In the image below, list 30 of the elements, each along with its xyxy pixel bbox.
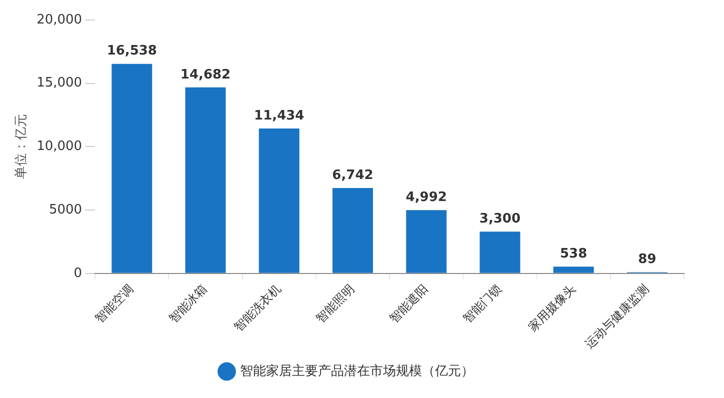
bar [553,266,594,273]
data-label: 16,538 [106,44,157,59]
bar [480,232,520,273]
data-label: 3,300 [479,211,521,226]
y-tick-label: 5000 [48,202,82,218]
x-tick-label: 运动与健康监测 [582,282,652,352]
data-label: 11,434 [254,108,304,124]
x-tick-label: 智能空调 [92,282,136,326]
x-tick-label: 智能遮阳 [386,282,431,326]
y-tick-label: 10,000 [36,139,82,154]
data-label: 4,992 [406,190,447,206]
data-label: 538 [560,246,588,262]
data-label: 14,682 [180,67,231,82]
bar [406,210,447,273]
data-label: 89 [638,252,656,268]
x-tick-label: 家用摄像头 [526,282,578,334]
y-tick-label: 20,000 [36,12,82,28]
x-tick-label: 智能洗衣机 [231,282,284,334]
bar [258,128,300,273]
legend-label: 智能家居主要产品潜在市场规模（亿元） [240,362,474,379]
bar [185,87,226,273]
x-tick-label: 智能冰箱 [166,282,210,326]
y-axis-title: 单位：亿元 [14,114,30,180]
x-tick-label: 智能门锁 [460,282,504,326]
data-label: 6,742 [332,168,374,183]
y-tick-label: 15,000 [36,76,82,91]
bar [112,64,152,273]
x-tick-label: 智能照明 [313,282,358,326]
bar [332,188,373,273]
y-tick-label: 0 [74,266,82,281]
